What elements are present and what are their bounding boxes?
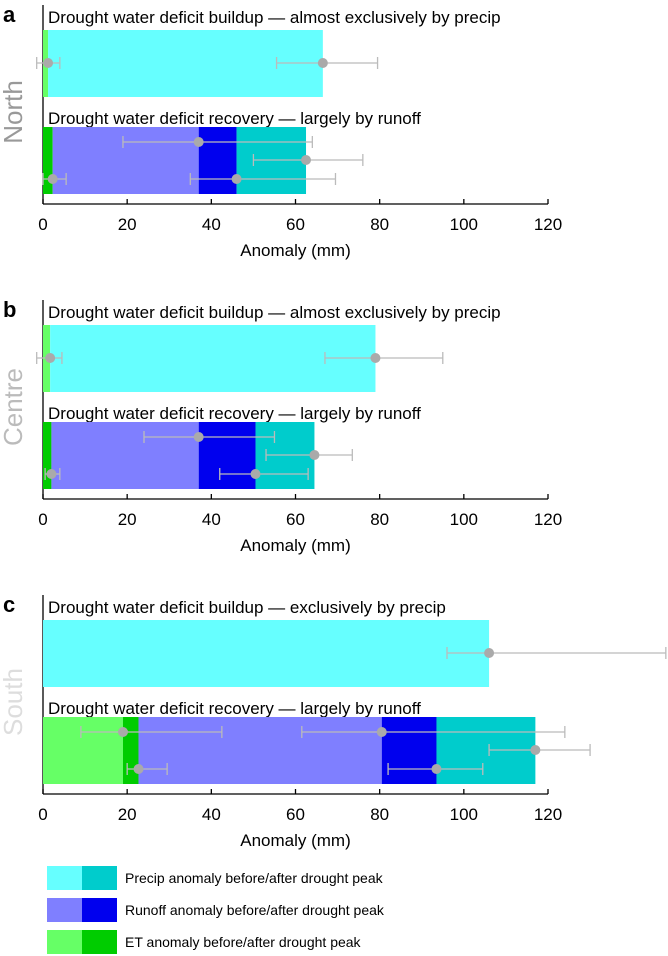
data-point: [431, 764, 442, 774]
data-point: [193, 137, 204, 147]
data-point: [231, 174, 242, 184]
x-tick-label: 80: [370, 510, 389, 529]
bar-segment-runoff_after: [198, 127, 237, 194]
bar-segment-runoff_after: [381, 717, 437, 784]
x-tick-label: 40: [202, 510, 221, 529]
x-axis-label: Anomaly (mm): [240, 241, 351, 260]
x-tick-label: 100: [450, 215, 478, 234]
panel-letter: b: [3, 297, 16, 322]
x-axis-label: Anomaly (mm): [240, 536, 351, 555]
legend-swatch-before: [47, 898, 82, 922]
data-point: [133, 764, 144, 774]
bar-segment-runoff_before: [138, 717, 382, 784]
data-point: [484, 648, 495, 658]
panel-letter: c: [3, 592, 15, 617]
data-point: [43, 58, 54, 68]
x-tick-label: 60: [286, 510, 305, 529]
x-tick-label: 20: [118, 805, 137, 824]
panel-c: c South 0 20 40 60 80 100 120 Anomaly (mm) Drought…: [0, 592, 667, 850]
legend-label: ET anomaly before/after drought peak: [125, 934, 362, 950]
buildup-title: Drought water deficit buildup — almost e…: [48, 303, 501, 322]
data-point: [117, 727, 128, 737]
region-label: Centre: [0, 368, 28, 446]
recovery-title: Drought water deficit recovery — largely…: [48, 699, 421, 718]
x-axis-label: Anomaly (mm): [240, 831, 351, 850]
bar-segment-et_after: [43, 422, 52, 489]
legend-swatch-after: [82, 898, 117, 922]
legend-swatch-before: [47, 866, 82, 890]
legend-label: Precip anomaly before/after drought peak: [125, 870, 384, 886]
x-tick-label: 0: [38, 510, 47, 529]
panel-a: a North 0 20 40 60 80 100 120 Anomaly (mm) Drought…: [0, 2, 562, 260]
x-tick-label: 40: [202, 805, 221, 824]
region-label: North: [0, 80, 28, 144]
x-tick-label: 120: [534, 215, 562, 234]
x-tick-label: 100: [450, 510, 478, 529]
x-tick-label: 120: [534, 510, 562, 529]
panel-b: b Centre 0 20 40 60 80 100 120 Anomaly (mm) Drough…: [0, 297, 562, 555]
x-tick-label: 20: [118, 215, 137, 234]
buildup-title: Drought water deficit buildup — exclusiv…: [48, 598, 446, 617]
x-tick-label: 20: [118, 510, 137, 529]
recovery-title: Drought water deficit recovery — largely…: [48, 109, 421, 128]
x-tick-label: 60: [286, 805, 305, 824]
data-point: [370, 353, 381, 363]
data-point: [45, 353, 56, 363]
legend-swatch-before: [47, 930, 82, 954]
legend-label: Runoff anomaly before/after drought peak: [125, 902, 385, 918]
bar-segment-runoff_after: [198, 422, 256, 489]
legend-swatch-after: [82, 930, 117, 954]
legend: Precip anomaly before/after drought peak…: [47, 866, 385, 954]
data-point: [193, 432, 204, 442]
data-point: [46, 469, 57, 479]
bar-segment-et_before: [43, 717, 123, 784]
bar-segment-precip_before: [43, 620, 490, 687]
x-tick-label: 100: [450, 805, 478, 824]
buildup-title: Drought water deficit buildup — almost e…: [48, 8, 501, 27]
data-point: [301, 155, 312, 165]
data-point: [317, 58, 328, 68]
x-tick-label: 80: [370, 215, 389, 234]
bar-segment-runoff_before: [51, 422, 199, 489]
legend-swatch-after: [82, 866, 117, 890]
bar-segment-precip_before: [50, 325, 376, 392]
x-tick-label: 40: [202, 215, 221, 234]
data-point: [376, 727, 387, 737]
data-point: [250, 469, 261, 479]
bar-segment-runoff_before: [52, 127, 199, 194]
x-tick-label: 0: [38, 215, 47, 234]
bar-segment-et_after: [122, 717, 139, 784]
x-tick-label: 120: [534, 805, 562, 824]
region-label: South: [0, 668, 28, 736]
data-point: [309, 450, 320, 460]
data-point: [530, 745, 541, 755]
data-point: [47, 174, 58, 184]
x-tick-label: 80: [370, 805, 389, 824]
bar-segment-et_after: [43, 127, 53, 194]
panel-letter: a: [3, 2, 16, 27]
x-tick-label: 60: [286, 215, 305, 234]
x-tick-label: 0: [38, 805, 47, 824]
recovery-title: Drought water deficit recovery — largely…: [48, 404, 421, 423]
